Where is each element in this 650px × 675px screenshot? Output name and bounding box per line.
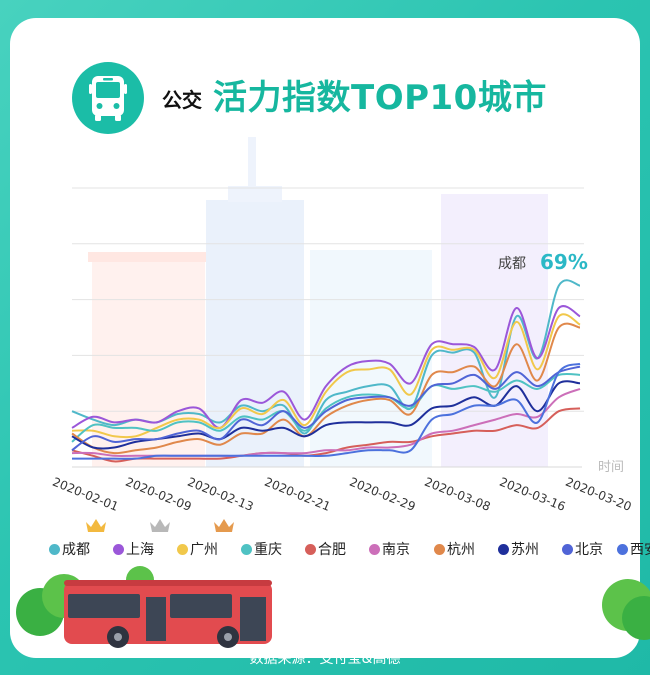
legend-dot: [369, 544, 380, 555]
crown-icon: [86, 519, 106, 532]
legend-item: 重庆: [241, 539, 282, 559]
data-source: 数据来源：支付宝&高德: [249, 651, 401, 667]
legend-dot: [113, 544, 124, 555]
legend-label: 重庆: [254, 542, 282, 558]
x-tick-label: 2020-02-01: [51, 475, 121, 514]
page-title: 活力指数TOP10城市: [213, 78, 547, 118]
legend-item: 杭州: [434, 539, 475, 559]
legend-label: 西安: [630, 542, 650, 558]
crown-icon: [214, 519, 234, 532]
legend-item: 南京: [369, 539, 410, 559]
x-tick-label: 2020-02-13: [186, 475, 256, 514]
x-tick-label: 2020-02-29: [348, 475, 418, 514]
legend-item: 北京: [562, 539, 603, 559]
crown-icon: [150, 519, 170, 532]
series-line-7: [71, 322, 581, 455]
series-line-5: [71, 407, 581, 463]
legend-item: 上海: [113, 539, 154, 559]
legend-dot: [241, 544, 252, 555]
annotation-city: 成都: [498, 256, 526, 272]
legend-item: 广州: [177, 539, 218, 559]
x-tick-label: 2020-03-08: [423, 475, 493, 514]
legend-dot: [177, 544, 188, 555]
grid-lines: [72, 187, 584, 412]
legend-label: 杭州: [447, 542, 475, 558]
legend-item: 成都: [49, 539, 90, 559]
legend-label: 上海: [126, 542, 154, 558]
series-line-10: [72, 362, 581, 460]
annotation-value: 69%: [540, 250, 588, 274]
series-line-3: [71, 313, 581, 439]
legend-dot: [498, 544, 509, 555]
legend: 成都 上海 广州 重庆 合肥 南京 杭州 苏州 北京 西安: [49, 519, 650, 559]
legend-dot: [617, 544, 628, 555]
legend-item: 西安: [617, 539, 650, 559]
x-axis-label: 时间: [598, 460, 624, 475]
series-line-2: [71, 305, 581, 429]
legend-label: 合肥: [318, 542, 346, 558]
bus-illustration: [16, 566, 650, 648]
legend-label: 苏州: [511, 542, 539, 558]
series-line-9: [71, 365, 581, 452]
series-line-4: [71, 372, 581, 443]
x-tick-label: 2020-03-20: [564, 475, 634, 514]
legend-label: 广州: [190, 542, 218, 558]
legend-label: 南京: [382, 542, 410, 558]
title-row: 公交 活力指数TOP10城市: [72, 62, 592, 134]
legend-dot: [49, 544, 60, 555]
legend-label: 成都: [62, 542, 90, 558]
x-tick-label: 2020-02-21: [263, 475, 333, 514]
legend-item: 合肥: [305, 539, 346, 559]
x-tick-label: 2020-03-16: [498, 475, 568, 514]
bus-icon: [72, 62, 144, 134]
series-lines: [71, 279, 581, 463]
legend-dot: [305, 544, 316, 555]
legend-item: 苏州: [498, 539, 539, 559]
x-tick-label: 2020-02-09: [124, 475, 194, 514]
legend-label: 北京: [575, 542, 603, 558]
legend-dot: [434, 544, 445, 555]
legend-dot: [562, 544, 573, 555]
title-prefix: 公交: [162, 88, 202, 112]
